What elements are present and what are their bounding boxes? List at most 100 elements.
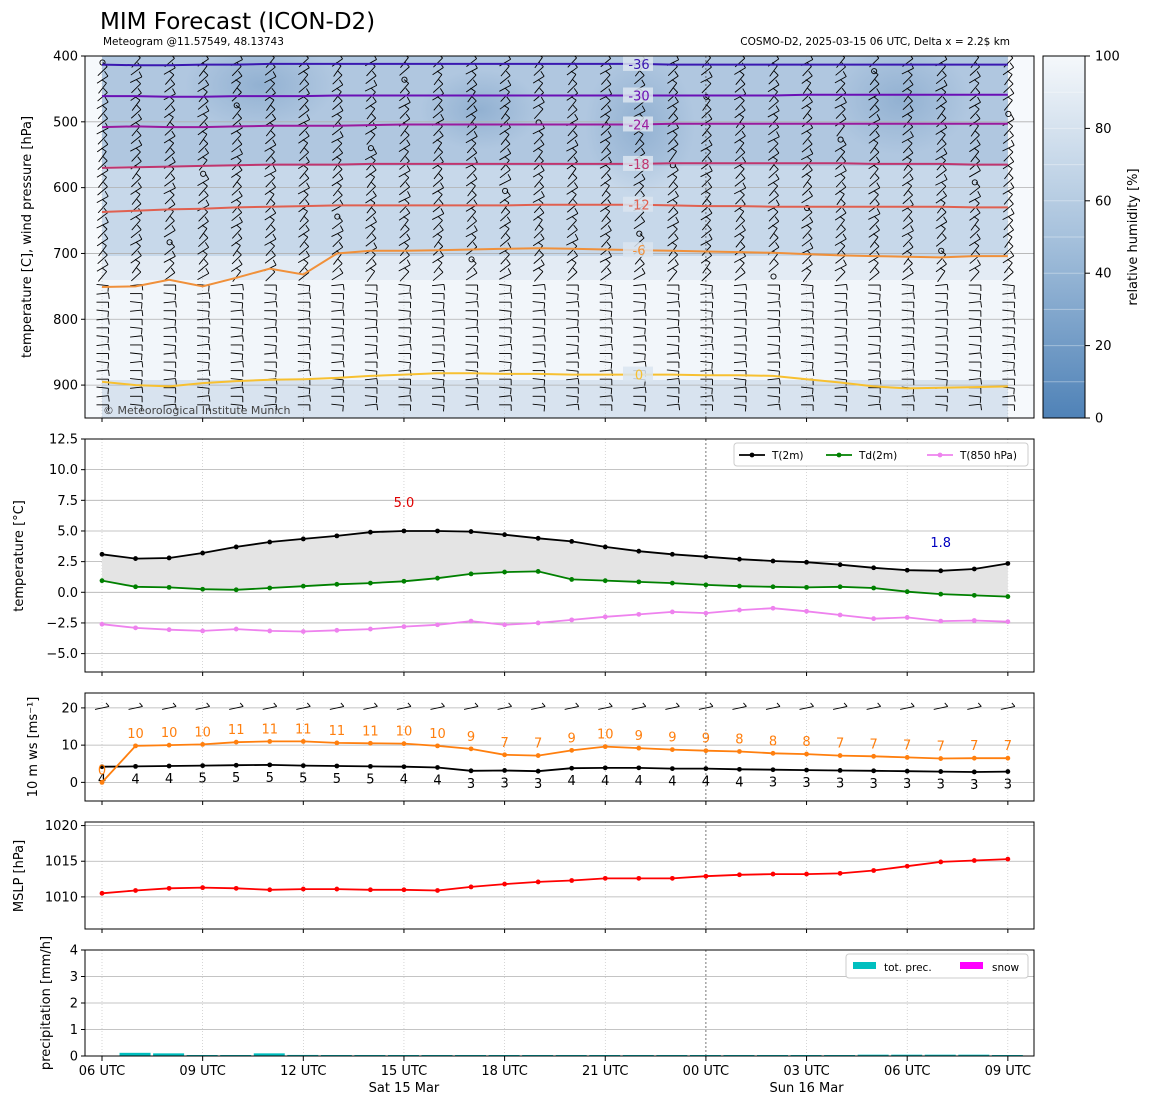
- wind-barb-shaft: [533, 254, 544, 264]
- wind-barb-flag: [503, 199, 510, 204]
- wind-barb-shaft: [935, 403, 948, 406]
- wind-barb-flag: [840, 199, 846, 204]
- wind-barb-flag: [437, 258, 443, 264]
- wind-barb-flag: [141, 328, 143, 335]
- value-label: 10: [429, 727, 446, 742]
- wind-barb-flag: [946, 354, 948, 361]
- surface-barb-shaft: [799, 705, 814, 710]
- wind-barb-flag: [237, 139, 243, 145]
- wind-barb-shaft: [702, 262, 711, 274]
- wind-barb-flag: [476, 396, 478, 403]
- wind-barb-flag: [141, 387, 144, 394]
- wind-barb-shaft: [332, 263, 343, 273]
- wind-barb-flag: [409, 318, 412, 325]
- wind-barb-flag: [846, 335, 848, 342]
- wind-barb-flag: [674, 139, 679, 145]
- wind-barb-flag: [708, 71, 713, 77]
- wind-barb-shaft: [801, 263, 813, 272]
- series-point: [300, 886, 306, 892]
- series-point: [938, 618, 944, 624]
- wind-barb-shaft: [198, 75, 209, 85]
- wind-barb-flag: [875, 199, 880, 205]
- wind-barb-flag: [242, 387, 244, 394]
- wind-barb-shaft: [501, 108, 510, 120]
- wind-barb-flag: [604, 181, 610, 186]
- series-point: [602, 614, 608, 620]
- legend-swatch: [960, 962, 983, 969]
- wind-barb-flag: [873, 96, 879, 101]
- wind-barb-shaft: [733, 335, 746, 338]
- wind-barb-flag: [438, 104, 444, 111]
- wind-barb-shaft: [366, 160, 376, 171]
- wind-barb-flag: [845, 354, 848, 361]
- wind-barb-shaft: [566, 109, 578, 119]
- calm-wind-marker: [703, 93, 710, 100]
- wind-barb-flag: [672, 130, 678, 136]
- wind-barb-flag: [208, 395, 211, 402]
- wind-barb-flag: [543, 302, 546, 309]
- wind-barb-shaft: [96, 395, 109, 398]
- wind-barb-shaft: [633, 283, 646, 287]
- surface-barb-shaft: [497, 705, 512, 710]
- wind-barb-shaft: [935, 263, 947, 273]
- value-label: 9: [467, 730, 475, 745]
- wind-barb-flag: [846, 387, 848, 394]
- wind-barb-shaft: [970, 245, 980, 257]
- wind-barb-flag: [271, 250, 276, 256]
- value-label: 11: [329, 724, 346, 739]
- series-point: [737, 556, 742, 562]
- series-point: [435, 743, 440, 749]
- wind-barb-flag: [372, 96, 377, 102]
- wind-barb-shaft: [130, 326, 143, 329]
- wind-barb-shaft: [566, 403, 579, 406]
- surface-barb-shaft: [396, 705, 412, 710]
- wind-barb-shaft: [600, 58, 612, 68]
- wind-barb-shaft: [466, 100, 477, 111]
- wind-barb-flag: [608, 88, 612, 95]
- wind-barb-shaft: [366, 176, 375, 188]
- series-point: [267, 762, 273, 768]
- wind-barb-shaft: [400, 125, 409, 137]
- wind-barb-flag: [745, 361, 748, 368]
- wind-barb-flag: [946, 284, 949, 291]
- wind-barb-flag: [270, 199, 276, 204]
- wind-barb-flag: [404, 104, 410, 110]
- wind-barb-flag: [1013, 318, 1016, 325]
- wind-barb-flag: [675, 216, 680, 223]
- wind-barb-flag: [740, 173, 746, 179]
- wind-barb-flag: [308, 362, 311, 369]
- wind-barb-shaft: [399, 271, 410, 282]
- wind-barb-flag: [906, 87, 912, 92]
- wind-barb-shaft: [969, 66, 980, 76]
- wind-barb-flag: [443, 335, 446, 342]
- wind-barb-flag: [170, 173, 176, 179]
- value-label: 5: [199, 772, 207, 787]
- wind-barb-shaft: [131, 177, 142, 188]
- wind-barb-shaft: [97, 186, 108, 196]
- wind-barb-shaft: [264, 403, 277, 406]
- wind-barb-shaft: [197, 369, 210, 372]
- wind-barb-shaft: [399, 108, 410, 119]
- surface-barb-shaft: [463, 705, 479, 710]
- wind-barb-flag: [809, 216, 814, 223]
- wind-barb-shaft: [331, 352, 344, 355]
- wind-barb-flag: [175, 378, 177, 385]
- wind-barb-shaft: [198, 143, 209, 153]
- wind-barb-shaft: [1002, 283, 1015, 287]
- wind-barb-shaft: [801, 247, 814, 255]
- value-label: 4: [635, 774, 643, 789]
- series-point: [669, 580, 675, 586]
- wind-barb-shaft: [230, 360, 243, 364]
- wind-barb-shaft: [802, 254, 812, 265]
- wind-barb-flag: [640, 216, 646, 222]
- wind-barb-shaft: [1003, 151, 1014, 162]
- wind-barb-shaft: [231, 169, 243, 178]
- wind-barb-shaft: [230, 335, 243, 338]
- value-label: 3: [836, 776, 844, 791]
- wind-barb-shaft: [197, 395, 210, 398]
- wind-barb-flag: [975, 56, 979, 58]
- wind-barb-flag: [403, 216, 409, 221]
- wind-barb-flag: [637, 130, 644, 135]
- series-point: [837, 753, 843, 758]
- series-point: [569, 577, 575, 582]
